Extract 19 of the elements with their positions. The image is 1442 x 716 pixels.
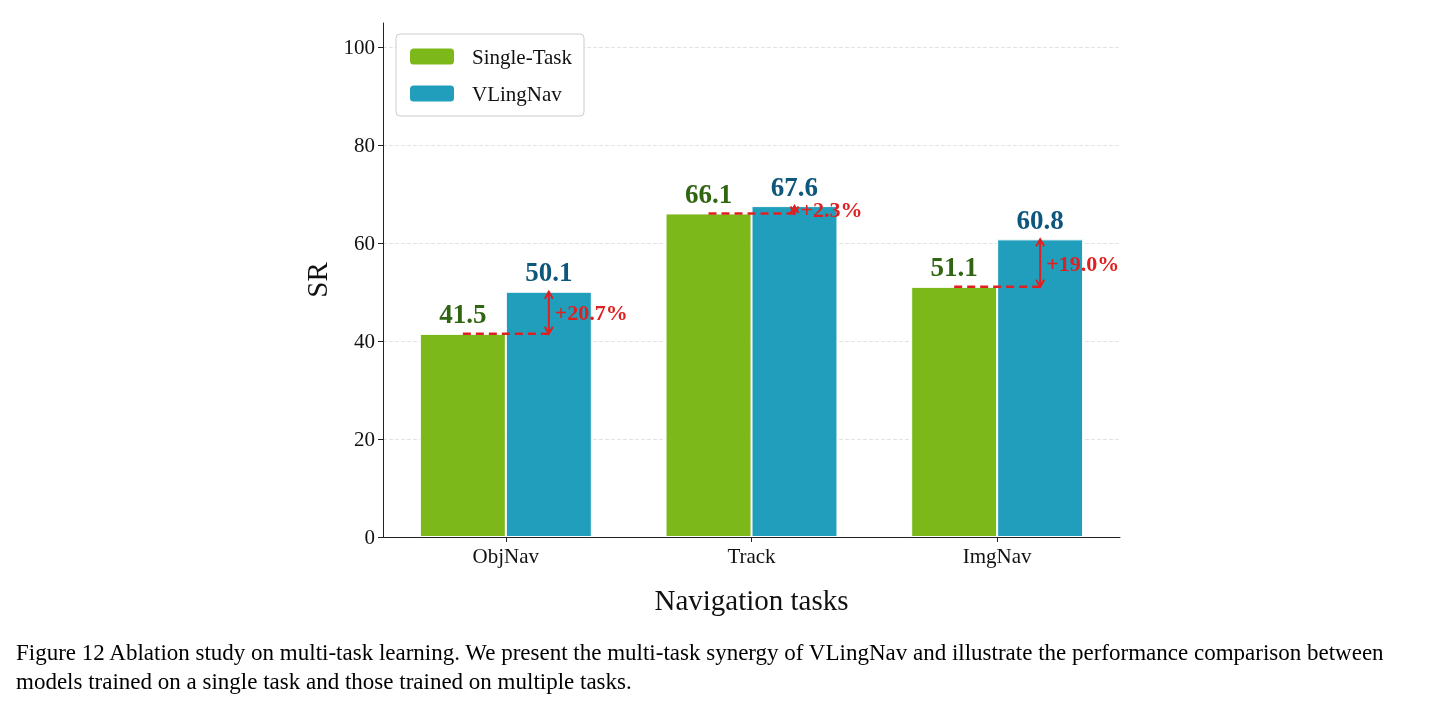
y-tick-label: 40	[354, 329, 375, 354]
y-tick-label: 0	[364, 525, 375, 549]
y-tick-label: 60	[354, 231, 375, 256]
legend-label: VLingNav	[472, 81, 563, 106]
data-label: 66.1	[684, 178, 733, 209]
data-label: 50.1	[525, 257, 573, 288]
x-tick-label: Track	[727, 543, 777, 568]
data-label: 60.8	[1016, 204, 1064, 235]
data-label: 41.5	[439, 299, 487, 330]
caption: Figure 12 Ablation study on multi-task learning. We present the multi-task synergy of VLingNav and illustrate the performance comparison between models trained on a single task and those trained on multiple tasks.	[16, 639, 1385, 696]
legend-label: Single-Task	[472, 44, 573, 69]
data-label: 51.1	[930, 252, 978, 283]
y-axis-title: SR	[300, 261, 333, 298]
x-tick-label: ImgNav	[962, 543, 1033, 568]
y-tick-label: 100	[343, 35, 375, 60]
x-axis-title: Navigation tasks	[654, 583, 849, 616]
y-tick-label: 20	[354, 427, 375, 452]
x-tick-label: ObjNav	[472, 543, 540, 568]
y-tick-label: 80	[354, 133, 375, 158]
